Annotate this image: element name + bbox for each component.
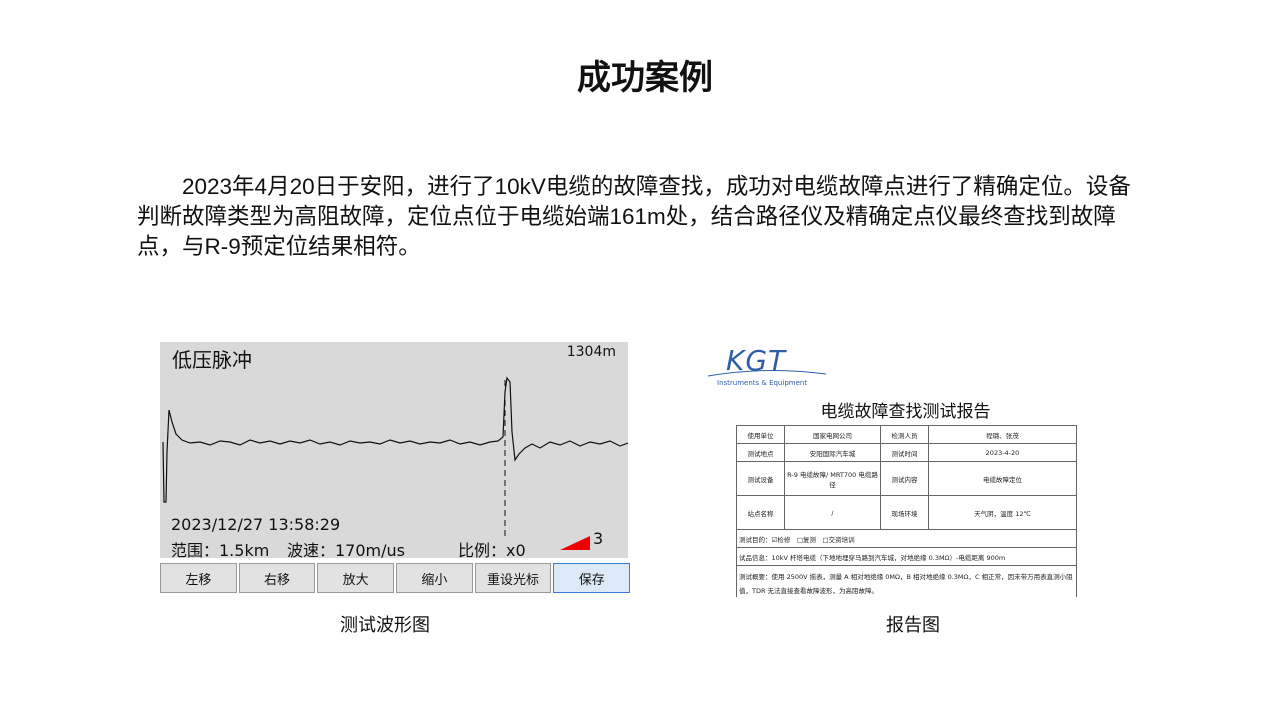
cell: 测试设备 [736,461,785,496]
paragraph: 2023年4月20日于安阳，进行了10kV电缆的故障查找，成功对电缆故障点进行了… [137,174,1131,259]
logo-sub: Instruments & Equipment [717,379,808,387]
button-bar: 左移 右移 放大 缩小 重设光标 保存 [160,563,631,593]
wave-datetime: 2023/12/27 13:58:29 [171,515,341,534]
wave-level: 3 [593,529,604,548]
button[interactable]: 左移 [160,563,237,593]
cell: 国家电网公司 [784,425,881,444]
cell: 站点名称 [736,495,785,530]
button[interactable]: 放大 [317,563,395,593]
button[interactable]: 重设光标 [474,563,552,593]
cell: 测试地点 [736,443,785,462]
caption: 测试波形图 [340,615,430,636]
report-title: 电缆故障查找测试报告 [820,402,991,422]
waveform-plot [162,376,628,550]
cell: 测试目的：☑检修 □复测 □交资培训 [736,529,1077,548]
button[interactable]: 缩小 [396,563,473,593]
logo: KGT [726,344,787,377]
cell: 2023-4-20 [928,443,1077,462]
cell: 测试概要：使用 2500V 摇表，测量 A 相对地绝缘 0MΩ，B 相对地绝缘 … [736,565,1077,597]
title: 成功案例 [577,58,713,98]
cell: 现场环境 [880,495,929,530]
waveform-screen: 低压脉冲 1304m 2023/12/27 13:58:29 范围：1.5km … [160,342,628,558]
wave-speed: 波速：170m/us [287,541,405,558]
cell: 天气阴，温度 12℃ [928,495,1077,530]
cell: / [784,495,881,530]
cell: 检测人员 [880,425,929,444]
report-table: 使用单位 国家电网公司 检测人员 程璐、张茂 测试地点 安阳国际汽车城 测试时间 2023-… [736,425,1077,597]
cell: 使用单位 [736,425,785,444]
button[interactable]: 保存 [553,563,631,593]
wave-range: 范围：1.5km [171,541,270,558]
button[interactable]: 右移 [238,563,316,593]
report-image: KGT Instruments & Equipment 电缆故障查找测试报告 使… [696,342,1115,597]
cell: 程璐、张茂 [928,425,1077,444]
wave-ratio: 比例：x0 [458,541,526,558]
logo-swoosh [707,369,827,377]
caption: 报告图 [886,615,940,636]
cell: R-9 电缆故障/ MRT700 电缆路径 [784,461,881,496]
cell: 测试时间 [880,443,929,462]
cell: 电缆故障定位 [928,461,1077,496]
cell: 试品信息：10kV 杆塔电缆（下地地埋穿马路到汽车城，对地绝缘 0.3MΩ）-电… [736,547,1077,566]
cell: 安阳国际汽车城 [784,443,881,462]
wave-heading: 低压脉冲 [172,348,252,372]
cell: 测试内容 [880,461,929,496]
wave-distance: 1304m [566,344,616,360]
